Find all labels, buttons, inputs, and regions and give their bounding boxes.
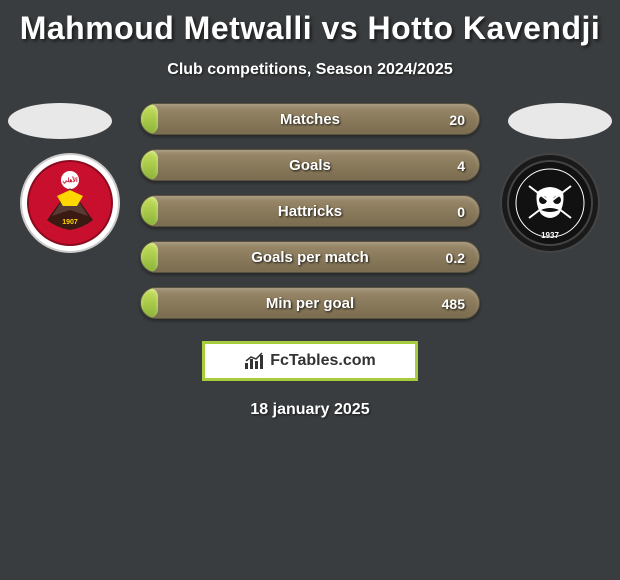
date-text: 18 january 2025	[0, 401, 620, 419]
shadow-ellipse-right	[508, 103, 612, 139]
stat-value: 20	[449, 104, 465, 134]
shadow-ellipse-left	[8, 103, 112, 139]
stats-column: Matches 20 Goals 4 Hattricks 0 Goals per…	[140, 103, 480, 333]
player1-name: Mahmoud Metwalli	[20, 10, 312, 46]
svg-text:1907: 1907	[62, 219, 78, 226]
stat-bar-min-per-goal: Min per goal 485	[140, 287, 480, 319]
stat-value: 4	[457, 150, 465, 180]
stat-label: Min per goal	[141, 288, 479, 318]
svg-text:1937: 1937	[541, 231, 559, 240]
team-badge-right: 1937	[500, 153, 600, 253]
page-title: Mahmoud Metwalli vs Hotto Kavendji	[0, 0, 620, 47]
subtitle: Club competitions, Season 2024/2025	[0, 61, 620, 79]
brand-link[interactable]: FcTables.com	[202, 341, 418, 381]
stat-bar-matches: Matches 20	[140, 103, 480, 135]
chart-icon	[244, 352, 266, 370]
stat-label: Hattricks	[141, 196, 479, 226]
stat-label: Goals	[141, 150, 479, 180]
stat-bar-hattricks: Hattricks 0	[140, 195, 480, 227]
stat-label: Matches	[141, 104, 479, 134]
al-ahly-crest-icon: الأهلي 1907	[27, 160, 113, 246]
brand-text: FcTables.com	[270, 352, 376, 370]
stat-bar-goals: Goals 4	[140, 149, 480, 181]
stat-value: 0	[457, 196, 465, 226]
player2-name: Hotto Kavendji	[368, 10, 601, 46]
vs-text: vs	[322, 10, 359, 46]
stat-label: Goals per match	[141, 242, 479, 272]
stat-bar-goals-per-match: Goals per match 0.2	[140, 241, 480, 273]
team-badge-left: الأهلي 1907	[20, 153, 120, 253]
stat-value: 0.2	[446, 242, 465, 272]
stat-value: 485	[442, 288, 465, 318]
orlando-pirates-crest-icon: 1937	[507, 160, 593, 246]
